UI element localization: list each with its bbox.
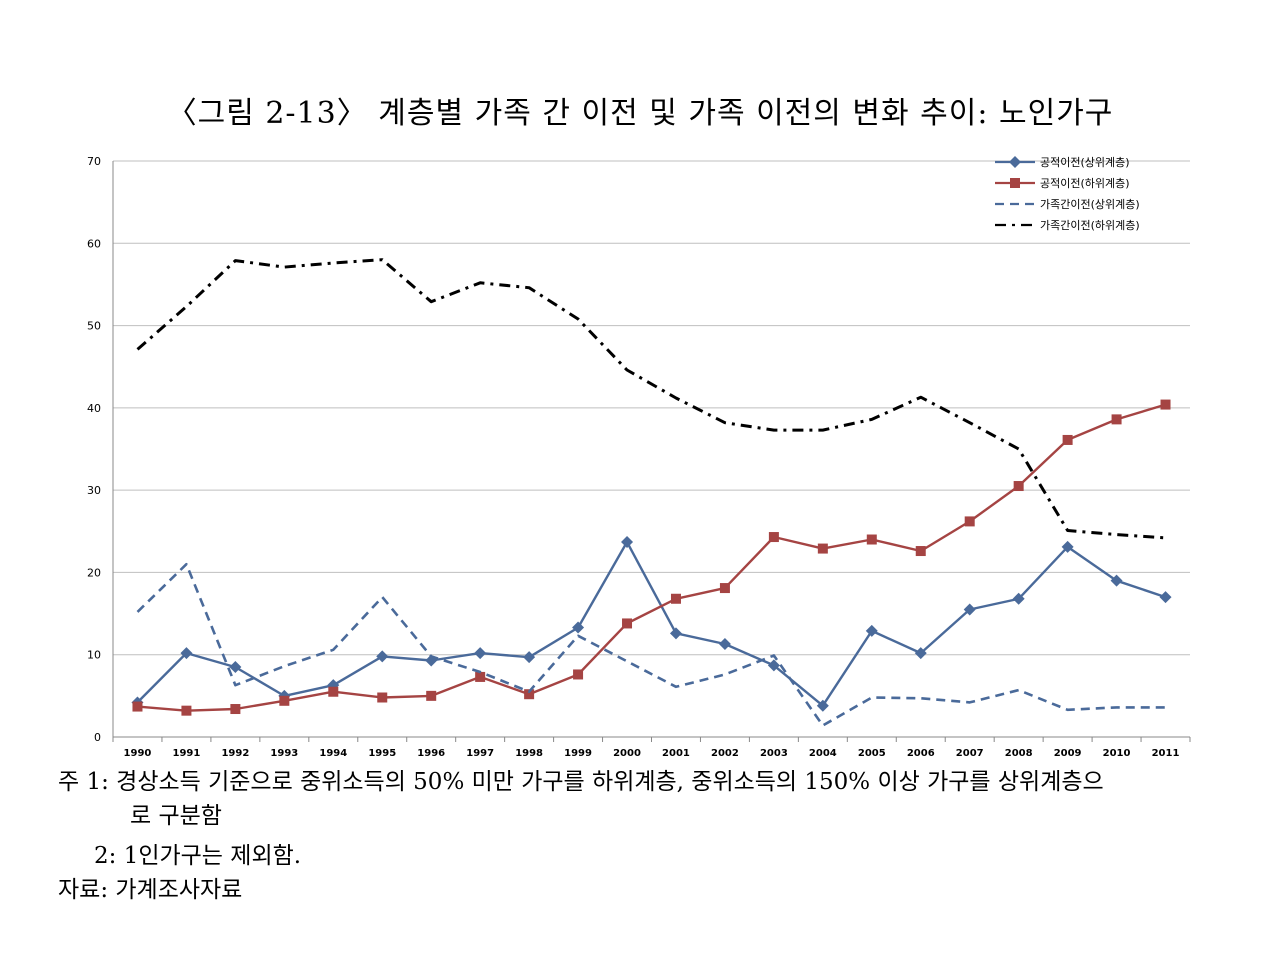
chart-title: 〈그림 2-13〉 계층별 가족 간 이전 및 가족 이전의 변화 추이: 노인… — [166, 96, 1114, 131]
data-point — [573, 669, 584, 680]
data-point — [670, 593, 681, 604]
y-tick-label: 40 — [87, 402, 101, 415]
legend-item: 가족간이전(하위계층) — [995, 218, 1140, 232]
x-tick-label: 1992 — [221, 748, 249, 759]
data-point — [817, 543, 828, 554]
data-point — [866, 534, 877, 545]
x-tick-label: 2010 — [1103, 748, 1131, 759]
series-2 — [132, 399, 1171, 716]
source-note: 자료: 가계조사자료 — [58, 877, 243, 903]
legend-marker — [1009, 156, 1021, 168]
data-point — [963, 603, 976, 616]
x-tick-label: 2008 — [1005, 748, 1033, 759]
notes: 주 1: 경상소득 기준으로 중위소득의 50% 미만 가구를 하위계층, 중위… — [0, 765, 1280, 915]
x-tick-label: 2003 — [760, 748, 788, 759]
y-tick-label: 70 — [87, 155, 101, 168]
legend-item: 공적이전(하위계층) — [995, 176, 1130, 190]
x-tick-label: 2000 — [613, 748, 641, 759]
data-point — [914, 647, 927, 660]
data-point — [1160, 399, 1171, 410]
data-point — [328, 686, 339, 697]
data-point — [1012, 592, 1025, 605]
note-1-cont: 로 구분함 — [130, 803, 222, 829]
x-tick-label: 2005 — [858, 748, 886, 759]
legend-label: 공적이전(하위계층) — [1040, 176, 1130, 190]
x-tick-label: 2004 — [809, 748, 837, 759]
data-point — [1061, 540, 1074, 553]
data-point — [915, 546, 926, 557]
note-1: 주 1: 경상소득 기준으로 중위소득의 50% 미만 가구를 하위계층, 중위… — [58, 769, 1104, 795]
data-point — [524, 689, 535, 700]
legend-label: 가족간이전(하위계층) — [1040, 218, 1140, 232]
x-tick-label: 2001 — [662, 748, 690, 759]
data-point — [1111, 414, 1122, 425]
data-point — [132, 701, 143, 712]
legend-label: 공적이전(상위계층) — [1040, 156, 1130, 169]
x-tick-label: 1997 — [466, 748, 494, 759]
x-tick-label: 1990 — [124, 748, 152, 759]
data-point — [230, 704, 241, 715]
x-tick-label: 2002 — [711, 748, 739, 759]
legend-marker — [1010, 178, 1020, 188]
x-tick-label: 1999 — [564, 748, 592, 759]
data-point — [621, 535, 634, 548]
note-2: 2: 1인가구는 제외함. — [94, 843, 302, 869]
data-point — [572, 621, 585, 634]
x-tick-label: 2009 — [1054, 748, 1082, 759]
legend-item: 가족간이전(상위계층) — [995, 198, 1140, 211]
series-line — [137, 403, 1166, 712]
data-point — [181, 705, 192, 716]
series-line — [136, 540, 1166, 707]
x-tick-label: 1995 — [368, 748, 396, 759]
y-tick-label: 60 — [87, 237, 101, 250]
data-point — [767, 659, 780, 672]
data-point — [180, 647, 193, 660]
series-1 — [131, 535, 1172, 712]
data-point — [1013, 481, 1024, 492]
series-3 — [136, 562, 1166, 727]
data-point — [377, 692, 388, 703]
x-tick-label: 1993 — [270, 748, 298, 759]
data-point — [523, 651, 536, 664]
data-point — [1110, 574, 1123, 587]
data-point — [816, 699, 829, 712]
data-point — [622, 618, 633, 629]
x-tick-label: 1998 — [515, 748, 543, 759]
data-point — [475, 671, 486, 682]
data-point — [229, 661, 242, 674]
data-point — [718, 638, 731, 651]
data-point — [1159, 591, 1172, 604]
line-chart: 0 10 20 30 40 50 60 70 1990 1991 1992 1993 1994 1995 1… — [87, 155, 1191, 759]
x-tick-label: 1996 — [417, 748, 445, 759]
x-tick-label: 2006 — [907, 748, 935, 759]
data-point — [426, 690, 437, 701]
data-point — [279, 695, 290, 706]
series-line — [136, 562, 1166, 727]
data-point — [1062, 434, 1073, 445]
series-line — [136, 258, 1166, 540]
x-tick-label: 1991 — [173, 748, 201, 759]
data-point — [376, 650, 389, 663]
data-point — [474, 647, 487, 660]
data-point — [865, 624, 878, 637]
y-tick-label: 20 — [87, 566, 101, 579]
x-tick-label: 2007 — [956, 748, 984, 759]
x-tick-label: 2011 — [1152, 748, 1180, 759]
series-4 — [136, 258, 1166, 540]
y-tick-label: 0 — [94, 731, 101, 744]
data-point — [719, 583, 730, 594]
x-tick-label: 1994 — [319, 748, 347, 759]
y-tick-label: 50 — [87, 320, 101, 333]
y-tick-label: 10 — [87, 649, 101, 662]
legend-label: 가족간이전(상위계층) — [1040, 198, 1140, 211]
y-tick-label: 30 — [87, 484, 101, 497]
data-point — [669, 627, 682, 640]
legend-item: 공적이전(상위계층) — [995, 156, 1130, 169]
data-point — [768, 532, 779, 543]
data-point — [964, 516, 975, 527]
